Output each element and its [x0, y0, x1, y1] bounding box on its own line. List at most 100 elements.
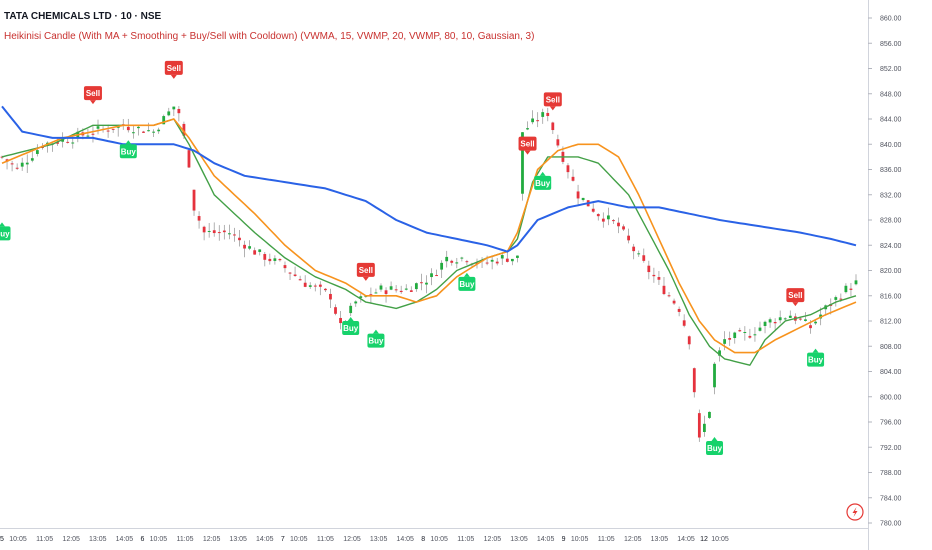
- candle-up[interactable]: [157, 129, 161, 132]
- candle-up[interactable]: [723, 339, 727, 344]
- candle-down[interactable]: [202, 226, 206, 233]
- candle-down[interactable]: [799, 318, 802, 320]
- candle-up[interactable]: [349, 305, 353, 314]
- candle-down[interactable]: [187, 150, 191, 168]
- candle-down[interactable]: [313, 285, 317, 287]
- candle-up[interactable]: [445, 256, 449, 262]
- candle-down[interactable]: [435, 275, 438, 277]
- candle-up[interactable]: [516, 255, 519, 258]
- candle-down[interactable]: [687, 336, 691, 345]
- candle-up[interactable]: [162, 116, 166, 125]
- candle-up[interactable]: [778, 317, 782, 321]
- candle-down[interactable]: [111, 128, 115, 130]
- candle-down[interactable]: [91, 133, 95, 135]
- candle-down[interactable]: [303, 282, 307, 287]
- candle-up[interactable]: [708, 411, 711, 418]
- candle-down[interactable]: [657, 277, 661, 280]
- candle-up[interactable]: [172, 106, 176, 110]
- candle-down[interactable]: [324, 288, 327, 291]
- candle-up[interactable]: [733, 332, 737, 339]
- candle-down[interactable]: [692, 368, 696, 393]
- candle-down[interactable]: [622, 226, 625, 230]
- candle-up[interactable]: [763, 321, 767, 326]
- candle-down[interactable]: [617, 222, 620, 227]
- candle-down[interactable]: [672, 300, 676, 304]
- candle-up[interactable]: [131, 132, 135, 134]
- candle-up[interactable]: [354, 301, 358, 304]
- candle-up[interactable]: [71, 142, 75, 144]
- candle-down[interactable]: [217, 232, 221, 234]
- candle-up[interactable]: [248, 246, 252, 249]
- candle-down[interactable]: [738, 330, 742, 332]
- candle-up[interactable]: [606, 215, 610, 220]
- candle-up[interactable]: [743, 332, 747, 334]
- candle-up[interactable]: [96, 126, 100, 129]
- candle-down[interactable]: [329, 293, 332, 300]
- candle-down[interactable]: [591, 208, 595, 212]
- candle-down[interactable]: [268, 258, 272, 262]
- candle-down[interactable]: [192, 189, 196, 211]
- candle-down[interactable]: [627, 235, 631, 241]
- candle-down[interactable]: [233, 234, 236, 236]
- candle-down[interactable]: [697, 413, 701, 438]
- candle-up[interactable]: [414, 283, 418, 290]
- candle-down[interactable]: [10, 163, 14, 165]
- candle-up[interactable]: [758, 327, 762, 331]
- price-axis[interactable]: 860.00 856.00 852.00 848.00 844.00 840.00 836.…: [868, 0, 932, 550]
- candle-up[interactable]: [35, 150, 39, 154]
- candle-down[interactable]: [15, 167, 19, 169]
- candle-down[interactable]: [682, 320, 686, 326]
- candle-down[interactable]: [612, 220, 615, 222]
- candle-down[interactable]: [556, 139, 560, 146]
- candle-down[interactable]: [197, 216, 201, 221]
- candle-down[interactable]: [546, 112, 550, 117]
- candle-up[interactable]: [521, 132, 524, 194]
- candle-up[interactable]: [718, 350, 721, 356]
- candle-down[interactable]: [263, 254, 267, 260]
- candle-down[interactable]: [465, 261, 469, 263]
- candle-up[interactable]: [379, 285, 383, 290]
- candle-down[interactable]: [632, 246, 636, 252]
- candle-down[interactable]: [409, 290, 413, 292]
- candle-down[interactable]: [399, 290, 403, 293]
- candle-up[interactable]: [86, 135, 90, 137]
- candle-down[interactable]: [809, 325, 812, 329]
- candle-up[interactable]: [526, 128, 529, 130]
- candle-down[interactable]: [485, 262, 489, 264]
- candle-up[interactable]: [455, 262, 459, 264]
- candle-down[interactable]: [667, 295, 671, 297]
- candle-down[interactable]: [505, 258, 509, 262]
- candle-down[interactable]: [551, 122, 555, 131]
- candle-down[interactable]: [495, 261, 499, 264]
- candle-down[interactable]: [288, 272, 292, 274]
- candle-up[interactable]: [404, 288, 408, 290]
- candle-up[interactable]: [430, 273, 433, 278]
- candle-down[interactable]: [106, 130, 110, 132]
- candle-up[interactable]: [768, 319, 772, 323]
- candle-up[interactable]: [227, 233, 231, 235]
- candle-up[interactable]: [308, 285, 312, 287]
- candle-up[interactable]: [273, 258, 277, 261]
- candle-up[interactable]: [152, 131, 155, 133]
- candle-down[interactable]: [339, 317, 342, 324]
- candle-up[interactable]: [581, 197, 585, 201]
- candle-down[interactable]: [748, 335, 752, 338]
- candle-down[interactable]: [238, 237, 241, 241]
- candle-up[interactable]: [30, 158, 34, 161]
- candle-down[interactable]: [142, 131, 145, 133]
- candle-down[interactable]: [662, 285, 666, 295]
- candle-up[interactable]: [258, 249, 262, 252]
- candle-down[interactable]: [283, 265, 287, 269]
- candle-up[interactable]: [753, 334, 757, 336]
- candle-up[interactable]: [783, 318, 787, 320]
- candle-up[interactable]: [531, 118, 534, 123]
- candles[interactable]: [0, 105, 858, 442]
- candle-up[interactable]: [20, 162, 24, 167]
- candle-up[interactable]: [147, 130, 150, 132]
- candle-down[interactable]: [596, 214, 600, 217]
- candle-down[interactable]: [677, 308, 681, 312]
- candle-down[interactable]: [56, 142, 59, 144]
- candle-down[interactable]: [849, 288, 853, 290]
- candle-up[interactable]: [490, 259, 494, 262]
- candle-up[interactable]: [207, 230, 211, 232]
